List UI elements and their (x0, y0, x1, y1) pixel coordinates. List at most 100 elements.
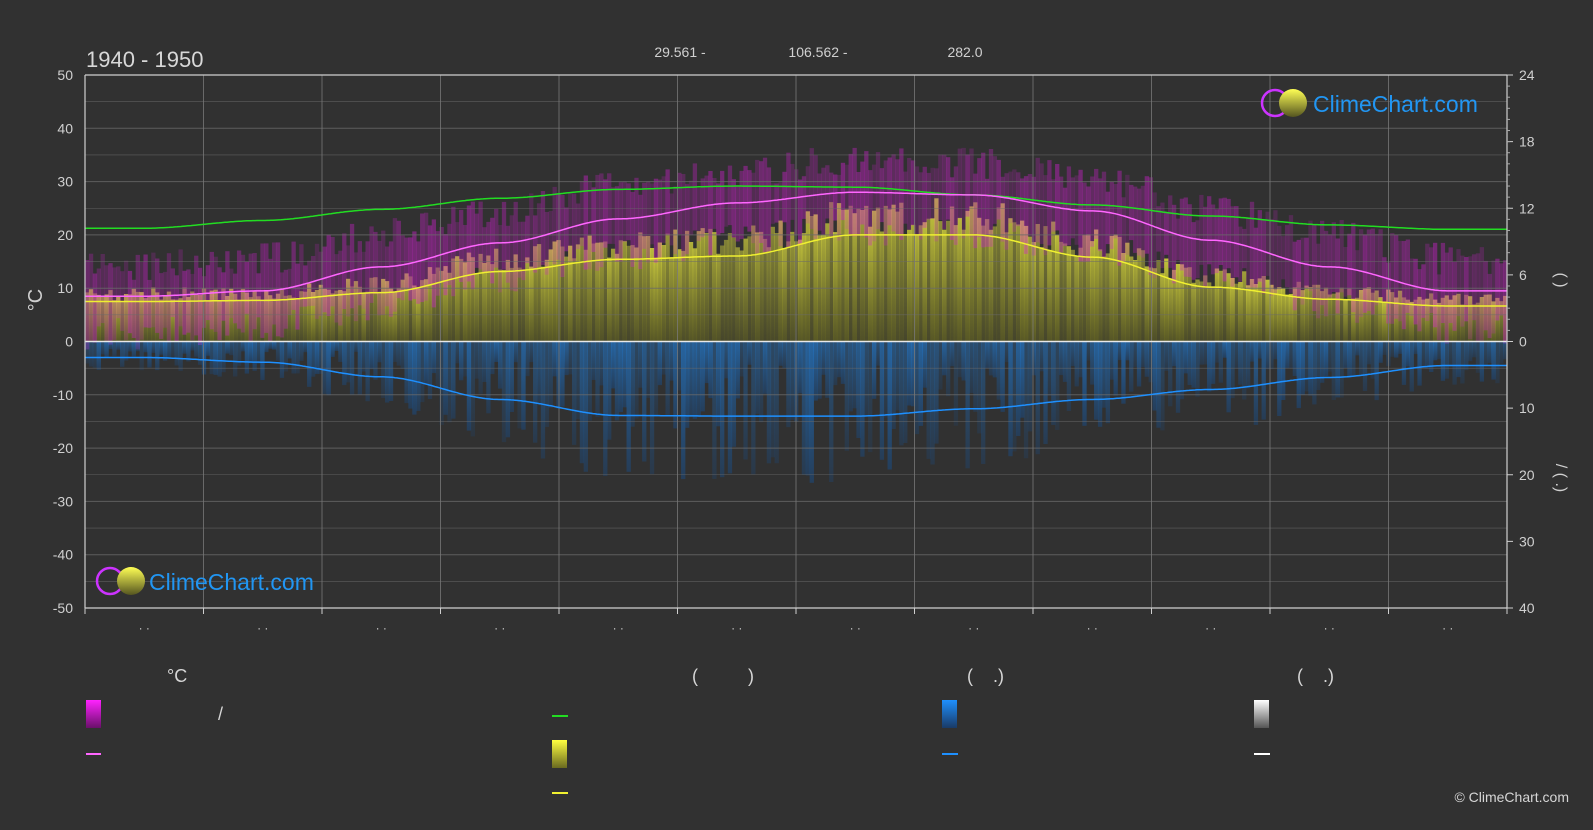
x-tick-label: · · (1324, 621, 1335, 635)
precipitation-bar (782, 341, 787, 369)
sunshine-bar (681, 250, 686, 342)
sunshine-bar (626, 245, 631, 342)
temperature-range-bar (704, 175, 709, 233)
precipitation-bar (575, 341, 581, 420)
precipitation-bar (1269, 341, 1274, 370)
sunshine-bar (642, 236, 647, 342)
sunshine-bar (85, 292, 90, 342)
x-tick-label: · · (257, 621, 268, 635)
precipitation-bar (482, 341, 487, 382)
precipitation-bar (459, 341, 464, 381)
precipitation-bar (170, 341, 176, 357)
precipitation-bar (1257, 341, 1262, 359)
precipitation-bar (1409, 341, 1414, 392)
sunshine-bar (178, 298, 183, 342)
temperature-range-bar (938, 154, 943, 220)
temperature-range-bar (1475, 253, 1481, 343)
precipitation-bar (166, 341, 172, 360)
temperature-range-bar (143, 254, 148, 328)
temperature-range-bar (1351, 222, 1356, 313)
temperature-range-bar (984, 178, 990, 247)
temperature-range-bar (708, 171, 713, 255)
precipitation-bar (887, 341, 892, 470)
legend-avg-temp-line (86, 753, 101, 755)
sunshine-bar (1121, 253, 1126, 342)
precipitation-bar (910, 341, 916, 407)
precipitation-bar (883, 341, 888, 418)
precipitation-bar (552, 341, 557, 377)
precipitation-bar (1413, 341, 1418, 355)
temperature-range-bar (435, 231, 440, 296)
precipitation-bar (903, 341, 908, 443)
temperature-range-bar (1164, 211, 1169, 255)
temperature-range-bar (1105, 191, 1111, 245)
precipitation-bar (88, 341, 94, 367)
precipitation-bar (1323, 341, 1329, 377)
sunshine-bar (1160, 273, 1165, 342)
sunshine-bar (170, 299, 176, 342)
precipitation-bar (720, 341, 725, 478)
sunshine-bar (977, 217, 982, 342)
temperature-range-bar (871, 164, 877, 242)
precipitation-bar (100, 341, 105, 355)
temperature-range-bar (384, 246, 390, 307)
temperature-range-bar (778, 182, 783, 247)
sunshine-bar (1343, 299, 1348, 342)
precipitation-bar (474, 341, 479, 379)
temperature-range-bar (388, 241, 394, 317)
precipitation-bar (264, 341, 269, 353)
sunshine-bar (560, 246, 565, 342)
x-tick-label: · · (968, 621, 979, 635)
precipitation-bar (708, 341, 713, 399)
temperature-range-bar (914, 166, 920, 236)
sunshine-bar (346, 278, 351, 342)
temperature-range-bar (197, 267, 203, 345)
sunshine-bar (813, 214, 818, 342)
precipitation-bar (1242, 341, 1247, 400)
temperature-range-bar (755, 159, 760, 254)
precipitation-bar (127, 341, 133, 352)
precipitation-bar (899, 341, 904, 446)
temperature-range-bar (1097, 178, 1103, 252)
precipitation-bar (1156, 341, 1161, 428)
precipitation-bar (731, 341, 737, 447)
sunshine-bar (1355, 297, 1360, 342)
sunshine-bar (1269, 284, 1274, 342)
temperature-range-bar (774, 183, 779, 223)
precipitation-bar (233, 341, 238, 377)
sunshine-bar (536, 244, 542, 342)
sunshine-bar (723, 239, 729, 342)
temperature-range-bar (342, 233, 347, 309)
sunshine-bar (159, 299, 164, 342)
sunshine-bar (96, 294, 101, 342)
precipitation-bar (240, 341, 246, 352)
sunshine-bar (669, 257, 674, 342)
temperature-range-bar (875, 152, 881, 230)
precipitation-bar (373, 341, 378, 380)
x-tick-label: · · (376, 621, 387, 635)
temperature-range-bar (1027, 174, 1033, 236)
sunshine-bar (568, 245, 573, 342)
temperature-range-bar (591, 187, 596, 252)
sunshine-bar (443, 266, 448, 342)
temperature-range-bar (529, 193, 534, 269)
sunshine-bar (283, 295, 288, 342)
precipitation-bar (817, 341, 822, 399)
y-tick-label-left: -40 (53, 547, 73, 563)
temperature-range-bar (1039, 163, 1044, 244)
precipitation-bar (848, 341, 853, 412)
sunshine-bar (1078, 247, 1083, 342)
precipitation-bar (1261, 341, 1266, 420)
sunshine-bar (384, 281, 390, 342)
temperature-range-bar (1292, 241, 1298, 311)
precipitation-bar (1460, 341, 1465, 384)
sunshine-bar (797, 239, 803, 342)
series-line-avg_temperature (85, 191, 1507, 297)
sunshine-bar (497, 269, 503, 342)
precipitation-bar (509, 341, 514, 412)
sunshine-bar (349, 286, 355, 342)
temperature-range-bar (610, 187, 616, 244)
temperature-range-bar (1273, 210, 1278, 295)
sunshine-bar (871, 210, 877, 342)
precipitation-bar (1121, 341, 1126, 404)
